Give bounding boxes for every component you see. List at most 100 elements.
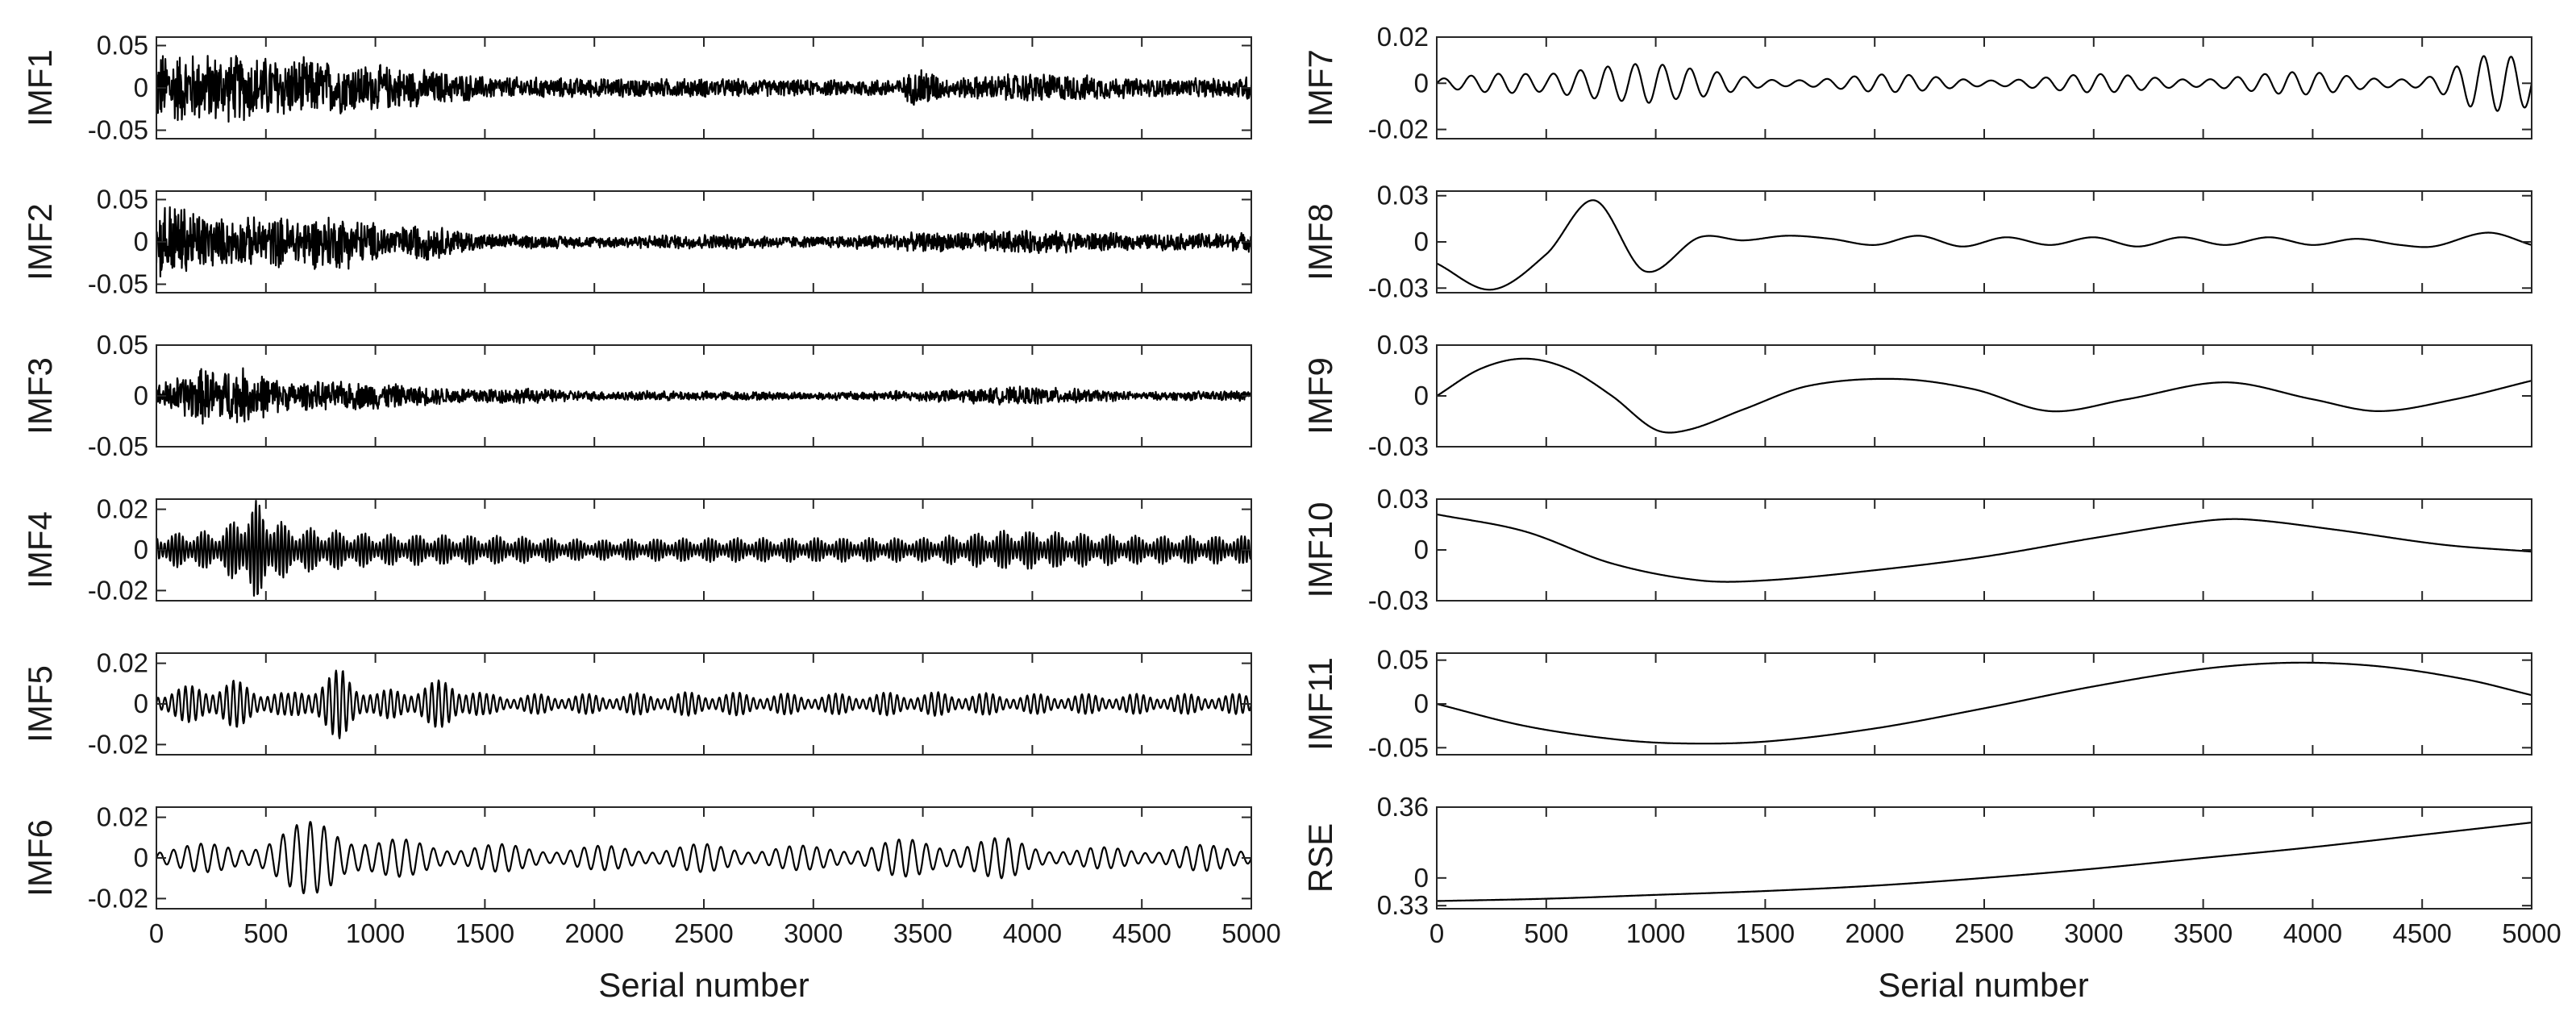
panel-imf10: 0.03 0 -0.03 IMF10 [1301,484,2532,615]
x-tick-label: 2000 [564,918,623,948]
panel-imf7: 0.02 0 -0.02 IMF7 [1301,22,2532,144]
series-line-imf1 [156,55,1251,123]
y-tick-label: -0.02 [88,883,148,913]
y-axis-label: IMF5 [21,665,59,743]
x-tick-label: 500 [1524,918,1568,948]
y-tick-label: -0.05 [1368,732,1429,762]
series-line-imf3 [156,367,1251,425]
axes-frame [1436,36,2532,139]
x-tick-label: 4000 [2283,918,2342,948]
series-line-imf2 [156,206,1251,278]
y-tick-label: -0.02 [1368,114,1429,144]
y-tick-label: -0.05 [88,115,148,145]
panel-rse: 0.36 00.33 RSE 0 500 1000 1500 2000 2500 3000 3500… [1301,792,2561,948]
y-axis-label: IMF2 [21,203,59,281]
panel-imf3: 0.05 0 -0.05 IMF3 [21,330,1252,461]
x-tick-label: 2500 [674,918,733,948]
x-tick-label: 3500 [2174,918,2233,948]
y-tick-label: -0.05 [88,431,148,461]
x-axis-label-left: Serial number [598,966,809,1004]
axes-frame [1436,806,2532,910]
y-axis-label: IMF11 [1301,657,1339,751]
y-tick-label: 0.05 [97,330,148,360]
y-tick-label: 0 [1414,863,1429,893]
y-tick-label: -0.03 [1368,273,1429,302]
panel-imf2: 0.05 0 -0.05 IMF2 [21,185,1252,299]
y-axis-label: IMF7 [1301,49,1339,127]
panel-imf8: 0.03 0 -0.03 IMF8 [1301,181,2532,302]
y-tick-label: 0.02 [97,802,148,832]
panel-imf5: 0.02 0 -0.02 IMF5 [21,648,1252,759]
x-tick-label: 1000 [1626,918,1685,948]
y-tick-label: 0.02 [97,494,148,524]
x-tick-label: 2500 [1954,918,2013,948]
series-line-imf5 [156,669,1251,739]
y-axis-label: IMF4 [21,511,59,589]
y-tick-label: -0.02 [88,729,148,759]
x-tick-label: 4500 [1112,918,1171,948]
series-line-imf8 [1437,199,2532,291]
y-tick-label: 0.05 [97,185,148,214]
x-axis-label-right: Serial number [1878,966,2088,1004]
y-tick-label: 0.03 [1377,181,1429,210]
x-tick-label: 500 [243,918,288,948]
y-tick-label: 0 [1414,689,1429,718]
series-line-imf7 [1437,55,2532,112]
x-tick-label: 1500 [1736,918,1795,948]
y-tick-label: 0 [1414,68,1429,98]
y-tick-label: 0 [134,381,148,410]
panels-group: 0.05 0 -0.05 IMF1 0.05 0 -0.05 IMF2 0.05 0 -0.05 IM… [21,22,2561,948]
y-tick-label: -0.05 [88,269,148,299]
y-tick-label: 0 [1414,381,1429,410]
axes-frame [1436,498,2532,602]
x-tick-label: 3500 [893,918,952,948]
y-tick-label: -0.03 [1368,585,1429,615]
y-tick-label: 0.33 [1377,890,1429,920]
y-tick-label: 0.02 [97,648,148,678]
series-line-imf11 [1437,661,2532,745]
y-axis-label: IMF10 [1301,502,1339,597]
y-tick-label: 0.05 [1377,645,1429,675]
y-axis-label: RSE [1301,823,1339,893]
x-tick-label: 3000 [784,918,843,948]
series-line-imf6 [156,821,1251,894]
axes-frame [1436,652,2532,756]
x-tick-label: 5000 [2502,918,2561,948]
axes-frame [1436,344,2532,448]
y-tick-label: 0 [1414,227,1429,256]
x-tick-label: 0 [149,918,164,948]
y-tick-label: 0 [1414,535,1429,564]
x-tick-label: 4500 [2392,918,2451,948]
y-tick-label: 0 [134,843,148,872]
series-line-imf4 [156,500,1251,597]
y-tick-label: 0.36 [1377,792,1429,822]
y-tick-label: 0 [134,227,148,256]
y-tick-label: 0.02 [1377,22,1429,52]
x-tick-label: 1000 [346,918,405,948]
x-tick-label: 0 [1429,918,1444,948]
y-axis-label: IMF6 [21,819,59,897]
y-tick-label: -0.03 [1368,431,1429,461]
series-line-imf10 [1437,513,2532,583]
y-tick-label: 0 [134,535,148,564]
panel-imf11: 0.05 0 -0.05 IMF11 [1301,645,2532,762]
y-tick-label: 0 [134,73,148,102]
panel-imf9: 0.03 0 -0.03 IMF9 [1301,330,2532,461]
panel-imf1: 0.05 0 -0.05 IMF1 [21,31,1252,145]
x-tick-label: 1500 [456,918,514,948]
y-tick-label: 0 [134,689,148,718]
y-tick-label: -0.02 [88,575,148,605]
x-tick-label: 4000 [1003,918,1062,948]
y-tick-label: 0.05 [97,31,148,60]
x-tick-label: 5000 [1221,918,1280,948]
y-axis-label: IMF3 [21,357,59,435]
y-tick-label: 0.03 [1377,330,1429,360]
x-tick-label: 2000 [1845,918,1904,948]
y-axis-label: IMF1 [21,49,59,127]
y-axis-label: IMF9 [1301,357,1339,435]
y-axis-label: IMF8 [1301,203,1339,281]
series-line-imf9 [1437,357,2532,434]
y-tick-label: 0.03 [1377,484,1429,514]
